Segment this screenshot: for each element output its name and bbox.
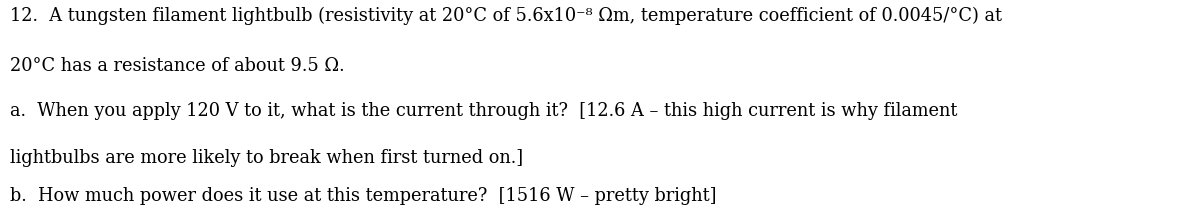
- Text: 20°C has a resistance of about 9.5 Ω.: 20°C has a resistance of about 9.5 Ω.: [10, 57, 344, 75]
- Text: b.  How much power does it use at this temperature?  [1516 W – pretty bright]: b. How much power does it use at this te…: [10, 187, 716, 205]
- Text: 12.  A tungsten filament lightbulb (resistivity at 20°C of 5.6x10⁻⁸ Ωm, temperat: 12. A tungsten filament lightbulb (resis…: [10, 6, 1002, 25]
- Text: lightbulbs are more likely to break when first turned on.]: lightbulbs are more likely to break when…: [10, 149, 523, 167]
- Text: a.  When you apply 120 V to it, what is the current through it?  [12.6 A – this : a. When you apply 120 V to it, what is t…: [10, 102, 956, 120]
